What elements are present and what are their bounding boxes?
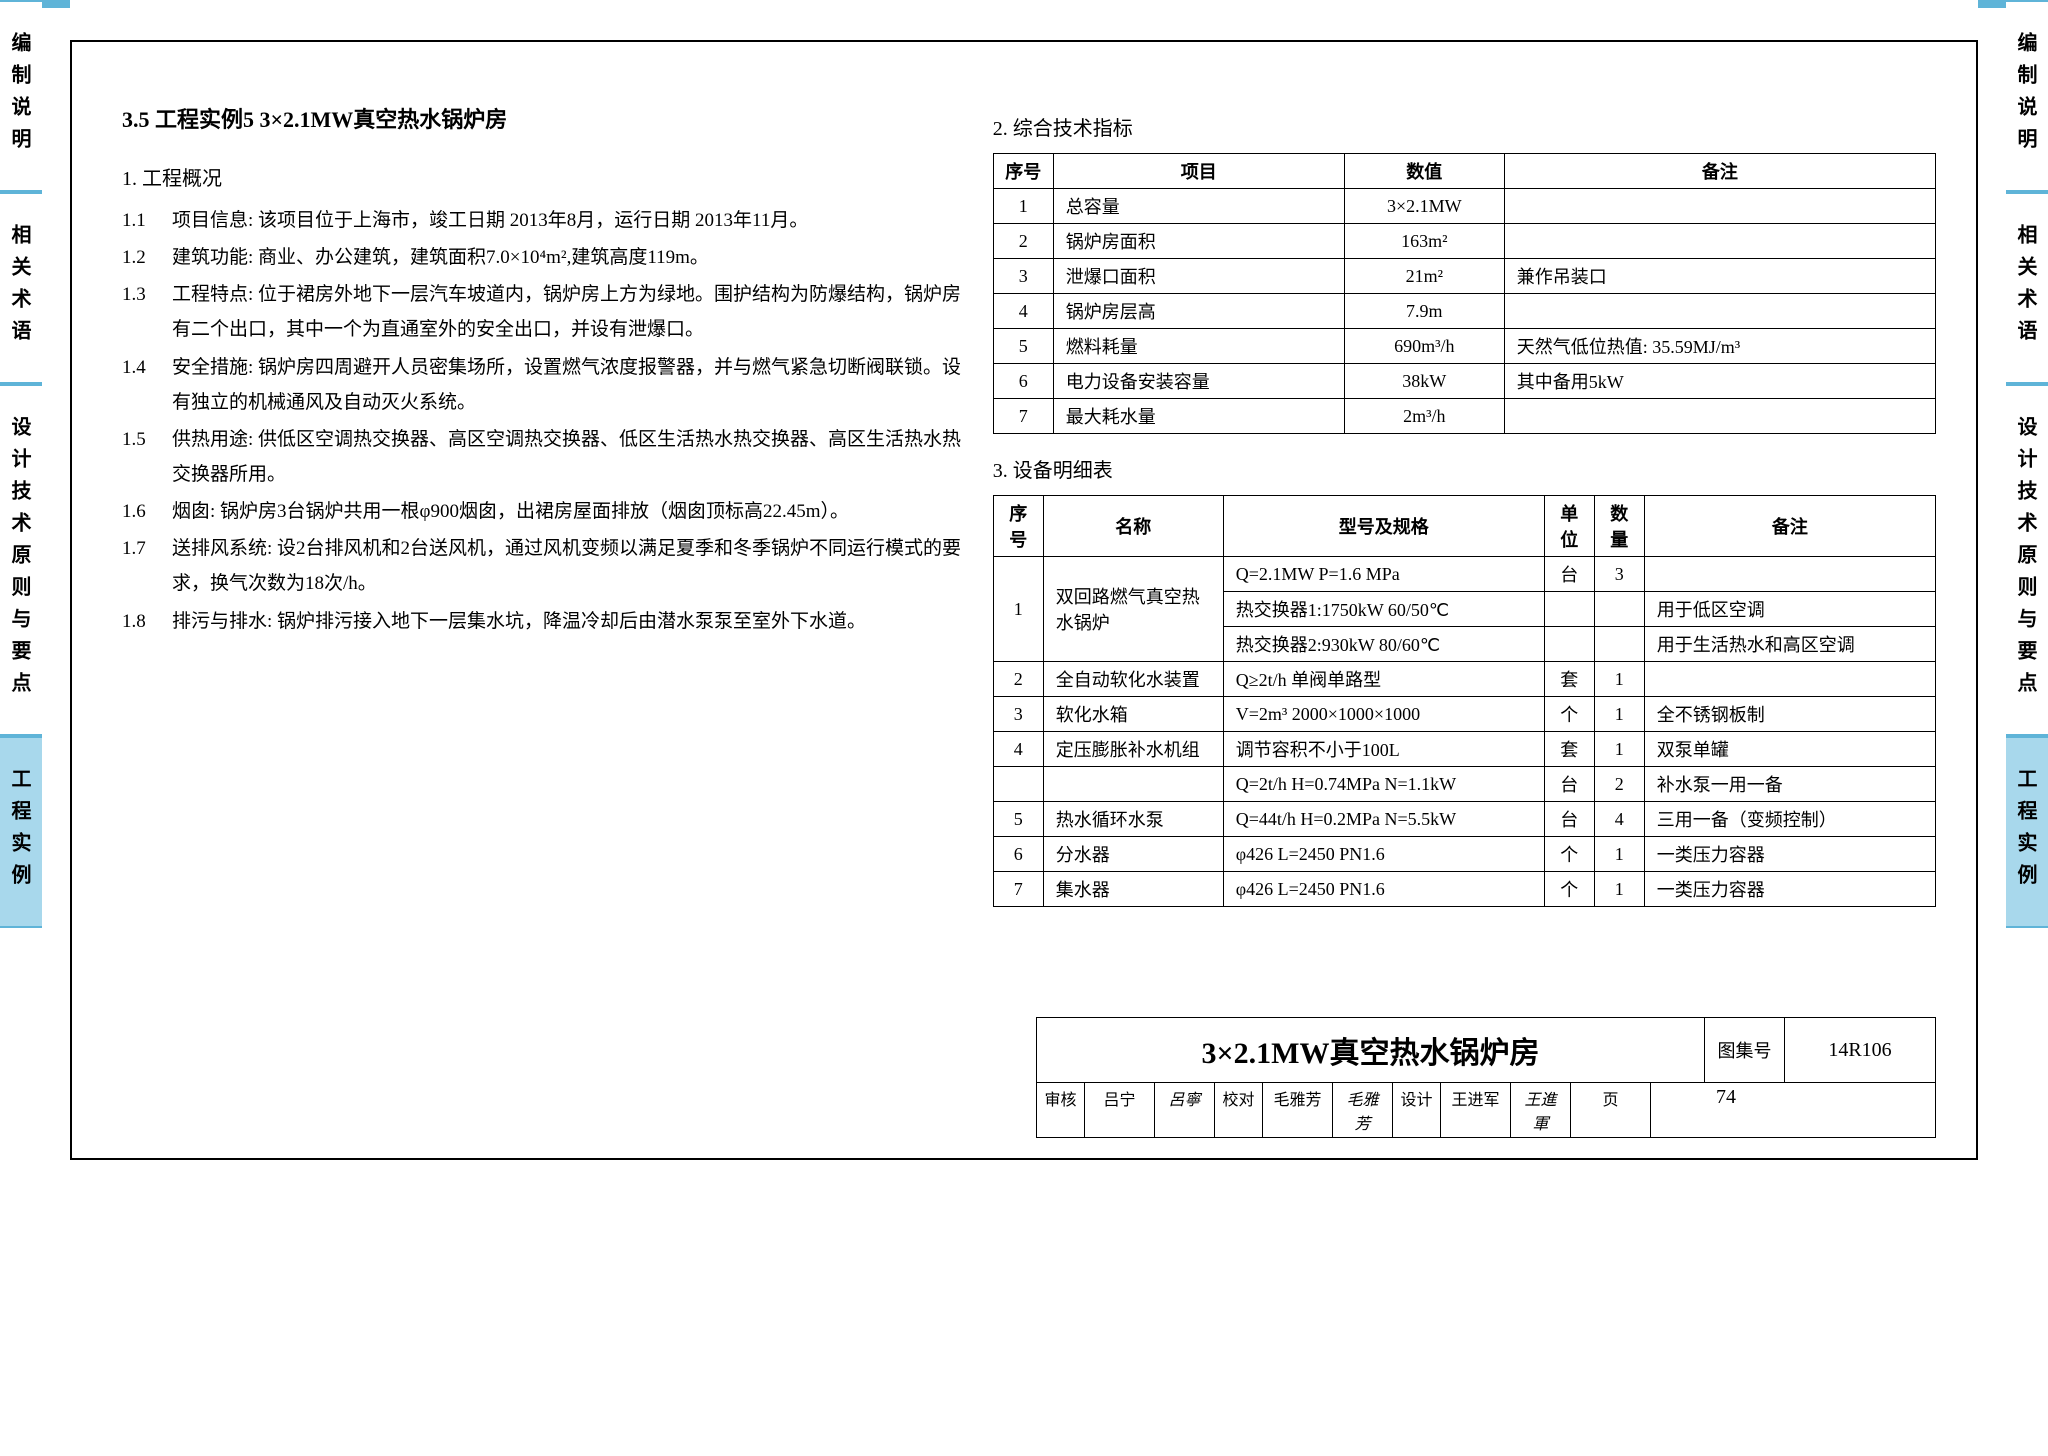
equipment-table: 序号名称型号及规格单位数量备注1双回路燃气真空热水锅炉Q=2.1MW P=1.6… bbox=[993, 495, 1936, 907]
tab-design-r[interactable]: 设计技术原则与要点 bbox=[2006, 384, 2048, 736]
signature-row: 审核 吕宁 呂寧 校对 毛雅芳 毛雅芳 设计 王进军 王進軍 页 74 bbox=[1037, 1082, 1935, 1137]
tab-design[interactable]: 设计技术原则与要点 bbox=[0, 384, 42, 736]
left-column: 3.5 工程实例5 3×2.1MW真空热水锅炉房 1. 工程概况 1.1项目信息… bbox=[122, 102, 993, 1138]
s2-title: 2. 综合技术指标 bbox=[993, 112, 1936, 141]
set-label: 图集号 bbox=[1705, 1018, 1785, 1082]
list-item: 1.6烟囱: 锅炉房3台锅炉共用一根φ900烟囱，出裙房屋面排放（烟囱顶标高22… bbox=[122, 494, 963, 529]
tab-compile-r[interactable]: 编制说明 bbox=[2006, 0, 2048, 192]
s3-title: 3. 设备明细表 bbox=[993, 454, 1936, 483]
title-block: 3×2.1MW真空热水锅炉房 图集号 14R106 审核 吕宁 呂寧 校对 毛雅… bbox=[1036, 1017, 1936, 1138]
list-item: 1.3工程特点: 位于裙房外地下一层汽车坡道内，锅炉房上方为绿地。围护结构为防爆… bbox=[122, 277, 963, 347]
tab-terms-r[interactable]: 相关术语 bbox=[2006, 192, 2048, 384]
right-tabs: 编制说明 相关术语 设计技术原则与要点 工程实例 bbox=[2006, 0, 2048, 928]
tab-cases[interactable]: 工程实例 bbox=[0, 736, 42, 928]
right-column: 2. 综合技术指标 序号项目数值备注1总容量3×2.1MW2锅炉房面积163m²… bbox=[993, 102, 1936, 1138]
page-container: 3.5 工程实例5 3×2.1MW真空热水锅炉房 1. 工程概况 1.1项目信息… bbox=[70, 40, 1978, 1160]
list-item: 1.4安全措施: 锅炉房四周避开人员密集场所，设置燃气浓度报警器，并与燃气紧急切… bbox=[122, 350, 963, 420]
set-code: 14R106 bbox=[1785, 1018, 1935, 1082]
list-item: 1.1项目信息: 该项目位于上海市，竣工日期 2013年8月，运行日期 2013… bbox=[122, 203, 963, 238]
tech-index-table: 序号项目数值备注1总容量3×2.1MW2锅炉房面积163m²3泄爆口面积21m²… bbox=[993, 153, 1936, 434]
list-item: 1.8排污与排水: 锅炉排污接入地下一层集水坑，降温冷却后由潜水泵泵至室外下水道… bbox=[122, 604, 963, 639]
s1-title: 1. 工程概况 bbox=[122, 162, 963, 191]
tab-compile[interactable]: 编制说明 bbox=[0, 0, 42, 192]
drawing-title: 3×2.1MW真空热水锅炉房 bbox=[1037, 1018, 1705, 1082]
main-heading: 3.5 工程实例5 3×2.1MW真空热水锅炉房 bbox=[122, 102, 963, 134]
tab-cases-r[interactable]: 工程实例 bbox=[2006, 736, 2048, 928]
overview-list: 1.1项目信息: 该项目位于上海市，竣工日期 2013年8月，运行日期 2013… bbox=[122, 203, 963, 639]
list-item: 1.7送排风系统: 设2台排风机和2台送风机，通过风机变频以满足夏季和冬季锅炉不… bbox=[122, 531, 963, 601]
list-item: 1.5供热用途: 供低区空调热交换器、高区空调热交换器、低区生活热水热交换器、高… bbox=[122, 422, 963, 492]
tab-terms[interactable]: 相关术语 bbox=[0, 192, 42, 384]
list-item: 1.2建筑功能: 商业、办公建筑，建筑面积7.0×10⁴m²,建筑高度119m。 bbox=[122, 240, 963, 275]
left-tabs: 编制说明 相关术语 设计技术原则与要点 工程实例 bbox=[0, 0, 42, 928]
